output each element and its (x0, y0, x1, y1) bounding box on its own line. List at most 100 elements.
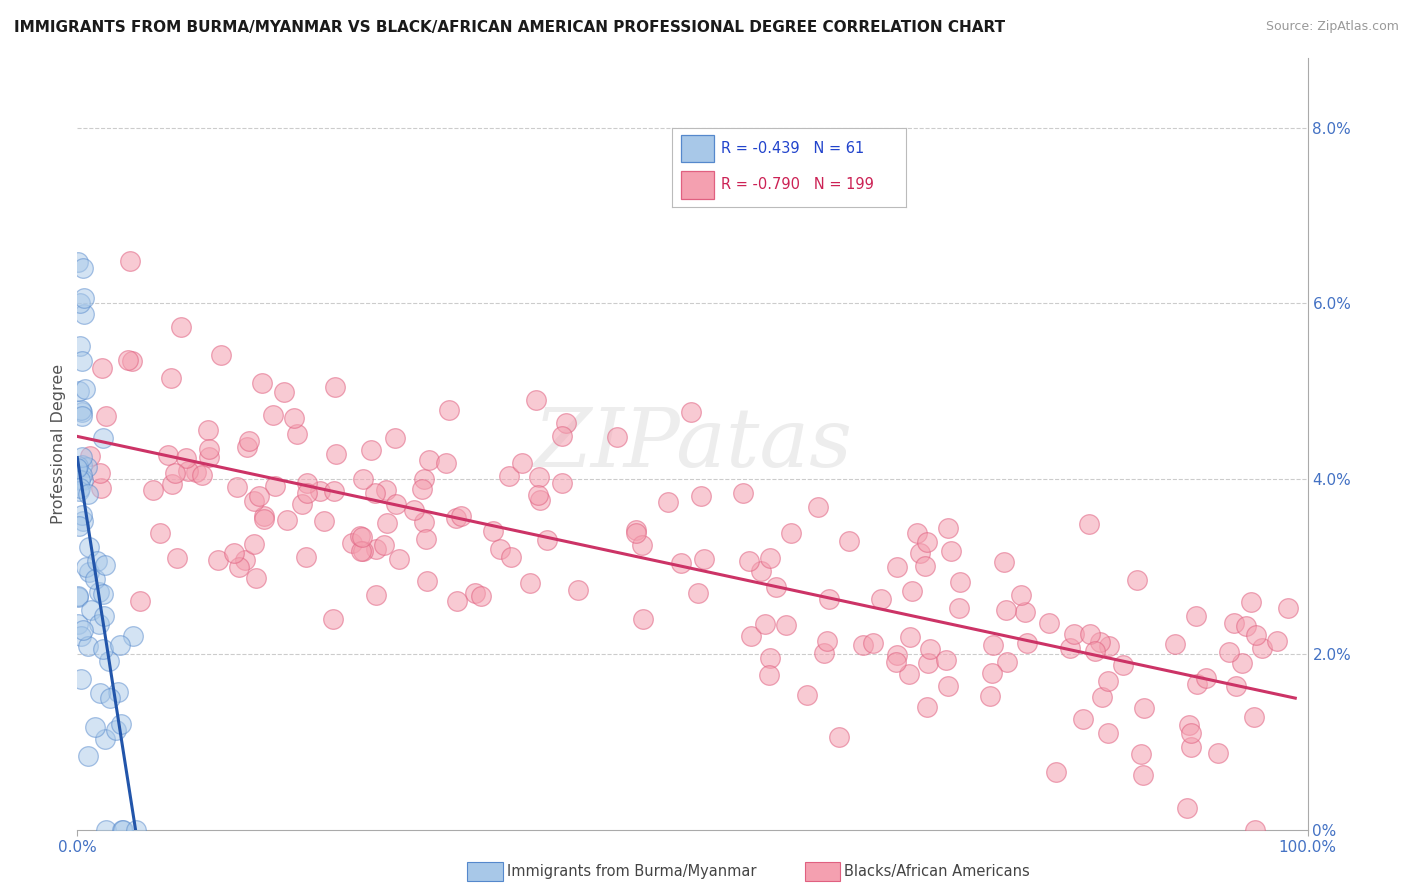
Point (838, 533, 860, 548)
Point (75, 559, 97, 574)
Point (510, 456, 533, 470)
Point (262, 409, 284, 423)
Point (886, 560, 908, 574)
Point (754, 616, 776, 631)
Point (69, 672, 91, 686)
Point (69, 339, 91, 353)
Point (323, 484, 346, 499)
Point (273, 385, 295, 400)
Point (352, 473, 374, 487)
Point (66, 254, 89, 268)
Point (87, 617, 110, 632)
Point (1164, 637, 1187, 651)
Point (1038, 616, 1060, 631)
Point (936, 679, 959, 693)
Point (125, 822, 148, 837)
Point (624, 525, 647, 540)
Point (350, 543, 373, 558)
Point (243, 493, 266, 508)
Text: Immigrants from Burma/Myanmar: Immigrants from Burma/Myanmar (508, 864, 756, 879)
Point (555, 416, 578, 430)
Point (105, 723, 128, 738)
Bar (681, 135, 714, 162)
Point (908, 546, 931, 560)
Point (295, 475, 318, 490)
Point (283, 411, 305, 425)
Point (245, 571, 267, 585)
Point (852, 638, 875, 652)
Point (342, 536, 364, 550)
Point (373, 538, 395, 552)
Point (498, 468, 520, 483)
Point (170, 320, 193, 334)
Point (253, 511, 276, 525)
Point (120, 253, 142, 268)
Point (796, 688, 818, 702)
Point (900, 584, 922, 599)
Point (450, 508, 472, 523)
Point (177, 465, 200, 479)
Point (69, 473, 91, 487)
Point (157, 448, 180, 462)
Text: ZIPatas: ZIPatas (533, 404, 852, 483)
Point (1195, 671, 1218, 685)
Point (312, 514, 335, 528)
Point (551, 475, 574, 490)
Point (75, 382, 97, 396)
Point (527, 488, 550, 502)
Point (1277, 600, 1299, 615)
Point (886, 648, 908, 663)
Point (1084, 644, 1107, 658)
Point (174, 450, 197, 465)
Point (404, 502, 426, 516)
Point (917, 656, 939, 670)
Point (527, 470, 550, 484)
Point (366, 589, 388, 603)
Point (606, 430, 628, 444)
Point (1206, 747, 1229, 761)
Point (1078, 516, 1101, 531)
Point (69, 629, 91, 643)
Point (110, 717, 132, 731)
Point (626, 523, 648, 537)
Point (93, 608, 115, 623)
Point (914, 558, 936, 573)
Point (107, 685, 129, 699)
Point (117, 352, 139, 367)
Point (470, 589, 492, 603)
Point (69, 481, 91, 495)
Point (98, 654, 121, 668)
Point (184, 465, 207, 479)
Point (72, 260, 94, 275)
Point (444, 511, 467, 525)
Point (1240, 595, 1263, 609)
Point (1185, 608, 1208, 623)
Point (1098, 639, 1121, 653)
Point (98, 690, 121, 705)
Point (89, 585, 111, 599)
Point (415, 574, 437, 588)
Point (385, 497, 408, 511)
Point (364, 541, 387, 556)
Point (72, 468, 94, 483)
Point (70, 458, 93, 472)
Point (758, 650, 780, 665)
Point (948, 601, 970, 615)
Point (898, 631, 921, 645)
Point (308, 484, 330, 499)
Point (67, 384, 90, 398)
Point (72, 354, 94, 368)
Point (77, 486, 100, 500)
Point (949, 575, 972, 590)
Point (165, 466, 187, 480)
Point (222, 546, 245, 560)
Point (818, 591, 841, 606)
Point (352, 543, 374, 558)
Point (89, 686, 111, 700)
Point (72, 291, 94, 305)
Point (322, 612, 344, 626)
Point (91, 587, 114, 601)
Point (70, 508, 93, 523)
Point (384, 431, 406, 445)
Point (994, 603, 1017, 617)
